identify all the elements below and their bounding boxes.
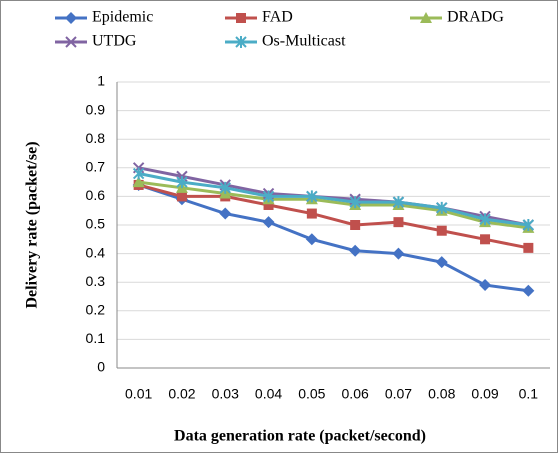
series-line (138, 183, 529, 250)
data-point (306, 190, 318, 203)
data-point (132, 176, 145, 188)
data-point (436, 201, 448, 214)
y-tick-label: 0.3 (86, 273, 106, 289)
x-tick-label: 0.01 (125, 386, 152, 402)
data-point (522, 219, 535, 231)
data-point (305, 233, 318, 246)
x-tick-label: 0.07 (385, 386, 412, 402)
data-point (392, 247, 405, 260)
data-point (436, 225, 447, 236)
data-point (219, 181, 231, 194)
y-tick-label: 0.7 (86, 159, 106, 175)
legend-label: DRADG (447, 9, 504, 26)
y-axis-title: Delivery rate (packet/se) (24, 141, 41, 308)
y-tick-label: 0.9 (86, 101, 106, 117)
x-tick-label: 0.03 (212, 386, 239, 402)
legend-marker (235, 36, 247, 48)
data-point (263, 199, 274, 210)
data-point (393, 217, 404, 228)
data-point (522, 284, 535, 297)
y-tick-label: 0.5 (86, 216, 106, 232)
data-point (349, 244, 362, 257)
data-point (176, 176, 188, 189)
y-tick-label: 0.6 (86, 187, 106, 203)
legend-marker (65, 12, 77, 24)
data-point (349, 196, 361, 209)
data-point (132, 167, 145, 180)
series-line (138, 183, 529, 293)
y-tick-label: 0.2 (86, 302, 106, 318)
data-point (350, 220, 361, 230)
data-point (523, 242, 534, 253)
data-point (435, 256, 448, 269)
x-tick-label: 0.08 (428, 386, 455, 402)
data-point (306, 208, 317, 219)
data-point (392, 196, 405, 209)
legend-marker (65, 36, 77, 48)
series-line (138, 180, 529, 230)
data-point (479, 279, 492, 292)
data-point (219, 207, 232, 220)
data-point (176, 191, 187, 202)
y-tick-label: 0.1 (86, 330, 106, 346)
x-tick-label: 0.05 (298, 386, 325, 402)
y-tick-label: 0.4 (86, 244, 106, 260)
legend-marker (236, 13, 246, 23)
x-tick-label: 0.02 (168, 386, 195, 402)
y-tick-label: 1 (97, 73, 105, 89)
series-line (138, 172, 529, 227)
data-point (262, 190, 275, 203)
legend-marker (420, 12, 432, 23)
data-point (480, 234, 491, 245)
legend-label: FAD (262, 9, 293, 26)
legend-label: Os-Multicast (262, 33, 346, 50)
data-point (262, 216, 275, 229)
legend-label: Epidemic (92, 9, 153, 26)
y-tick-label: 0 (97, 359, 105, 375)
data-point (479, 213, 491, 226)
y-tick-label: 0.8 (86, 130, 106, 146)
x-tick-label: 0.1 (519, 386, 539, 402)
legend-label: UTDG (92, 33, 137, 50)
x-tick-label: 0.04 (255, 386, 282, 402)
x-tick-label: 0.09 (471, 386, 498, 402)
x-axis-title: Data generation rate (packet/second) (174, 428, 426, 445)
x-tick-label: 0.06 (342, 386, 369, 402)
